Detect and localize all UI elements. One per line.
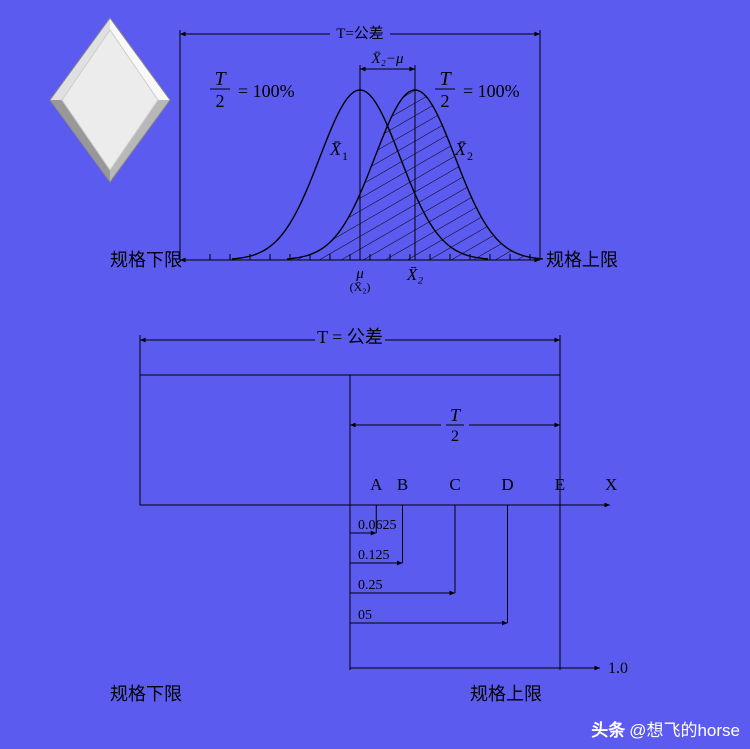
svg-text:0.0625: 0.0625: [358, 518, 397, 533]
svg-text:X̄: X̄: [329, 139, 342, 159]
svg-text:0.25: 0.25: [358, 578, 383, 593]
svg-text:0.125: 0.125: [358, 548, 390, 563]
bottom-dimension-chart: T = 公差T2ABCDEX0.06250.1250.25051.0规格下限规格…: [95, 315, 655, 715]
svg-text:T = 公差: T = 公差: [317, 327, 383, 347]
svg-text:C: C: [449, 475, 460, 494]
svg-text:2: 2: [216, 91, 225, 111]
top-distribution-chart: T=公差X̄₂−μT2= 100%T2= 100%X̄1X̄2μ(X̄₂)X̄₂…: [105, 15, 665, 295]
svg-text:规格下限: 规格下限: [110, 684, 182, 704]
svg-text:T: T: [214, 68, 227, 90]
svg-text:(X̄₂): (X̄₂): [350, 280, 371, 294]
svg-text:= 100%: = 100%: [463, 81, 520, 101]
svg-text:规格上限: 规格上限: [546, 250, 618, 270]
svg-text:1.0: 1.0: [608, 660, 628, 677]
attribution: 头条@想飞的horse: [591, 716, 740, 741]
svg-text:2: 2: [467, 149, 473, 163]
svg-text:X̄₂−μ: X̄₂−μ: [370, 51, 403, 67]
svg-text:1: 1: [342, 149, 348, 163]
svg-text:规格上限: 规格上限: [470, 684, 542, 704]
svg-text:X: X: [605, 475, 617, 494]
svg-text:T=公差: T=公差: [336, 25, 384, 42]
svg-text:X̄₂: X̄₂: [406, 265, 423, 284]
svg-text:= 100%: = 100%: [238, 81, 295, 101]
svg-text:规格下限: 规格下限: [110, 250, 182, 270]
svg-text:A: A: [370, 475, 383, 494]
attribution-handle: @想飞的horse: [629, 721, 740, 740]
svg-text:D: D: [501, 475, 513, 494]
attribution-prefix: 头条: [591, 721, 625, 740]
svg-text:2: 2: [451, 428, 459, 445]
svg-text:T: T: [439, 68, 452, 90]
svg-text:X̄: X̄: [454, 139, 467, 159]
svg-text:2: 2: [441, 91, 450, 111]
svg-text:05: 05: [358, 608, 372, 623]
svg-text:E: E: [555, 475, 565, 494]
svg-text:B: B: [397, 475, 408, 494]
